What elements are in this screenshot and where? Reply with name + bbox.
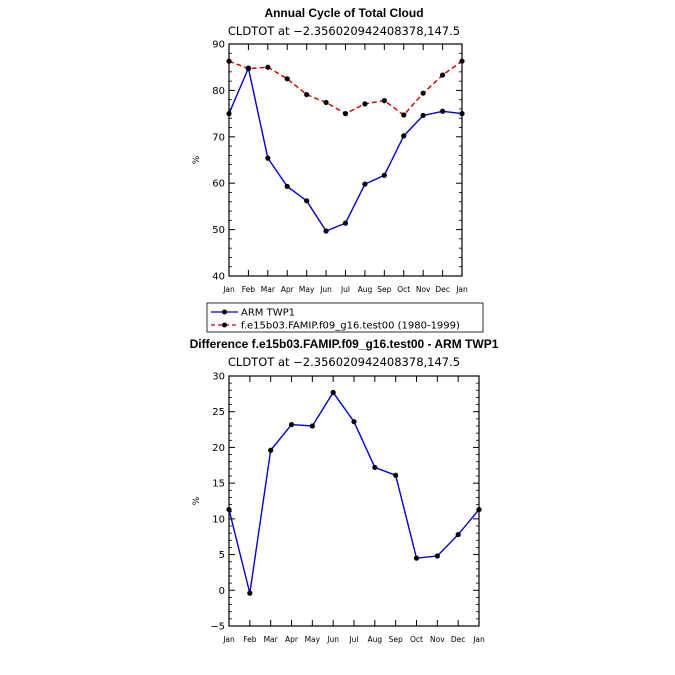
top-chart-series-1-point xyxy=(459,58,465,64)
bottom-chart-xtick-label: Mar xyxy=(264,635,279,644)
top-chart-xtick-label: Oct xyxy=(397,285,410,294)
bottom-chart-series-0-point xyxy=(455,531,461,538)
legend-label-arm: ARM TWP1 xyxy=(241,308,295,319)
top-chart-series-0-point xyxy=(401,133,407,139)
top-chart-series-0-point xyxy=(381,172,387,178)
bottom-chart-ytick-label: 10 xyxy=(212,514,225,525)
top-chart-series-1-point xyxy=(304,91,310,98)
top-chart-series-1-point xyxy=(401,112,407,118)
bottom-chart-series-0-point xyxy=(288,421,295,428)
bottom-chart-xtick-label: Nov xyxy=(430,635,445,644)
top-chart-series-1-point xyxy=(381,98,387,104)
top-chart-series-0-point xyxy=(362,181,368,187)
bottom-chart-xtick-label: Jan xyxy=(472,635,485,644)
bottom-chart-xtick-label: Dec xyxy=(451,635,466,644)
legend-marker-arm xyxy=(222,309,227,315)
bottom-chart-xtick-label: Jul xyxy=(348,635,358,644)
top-chart-ytick-label: 60 xyxy=(212,179,225,190)
bottom-chart-xtick-label: Aug xyxy=(368,635,383,644)
top-chart-series-1-point xyxy=(284,76,290,82)
top-chart-xtick-label: Jan xyxy=(222,285,235,294)
top-chart-series-0-point xyxy=(226,111,232,117)
top-chart-ytick-label: 70 xyxy=(212,132,225,143)
top-chart-series-line-1 xyxy=(228,60,463,116)
legend-label-model: f.e15b03.FAMIP.f09_g16.test00 (1980-1999… xyxy=(241,321,460,332)
top-chart-title: Annual Cycle of Total Cloud xyxy=(264,6,423,20)
top-chart-ylabel: % xyxy=(192,155,202,164)
top-chart-ytick-label: 40 xyxy=(212,272,225,283)
bottom-chart-title: Difference f.e15b03.FAMIP.f09_g16.test00… xyxy=(190,337,499,351)
bottom-chart-ytick-label: 30 xyxy=(212,372,225,383)
top-chart-series-0-point xyxy=(439,108,446,114)
top-chart-xtick-label: Jun xyxy=(319,285,332,294)
top-chart-xtick-label: Sep xyxy=(377,285,391,294)
bottom-chart-ytick-label: 5 xyxy=(219,550,225,561)
legend: ARM TWP1 f.e15b03.FAMIP.f09_g16.test00 (… xyxy=(206,302,484,333)
bottom-chart-series-0-point xyxy=(268,447,274,453)
top-chart-xtick-label: Feb xyxy=(242,285,256,294)
bottom-chart-series-0-point xyxy=(393,472,399,478)
top-chart-series-1-point xyxy=(323,99,329,106)
bottom-chart-series-0-point xyxy=(413,555,420,561)
legend-marker-model xyxy=(222,322,227,328)
top-chart-series-0-point xyxy=(265,155,271,161)
top-chart-subtitle: CLDTOT at −2.356020942408378,147.5 xyxy=(228,24,460,38)
bottom-chart-xtick-label: Sep xyxy=(389,635,403,644)
top-chart-frame xyxy=(228,43,463,277)
top-chart-series-1-point xyxy=(362,101,368,107)
bottom-chart-ytick-label: 25 xyxy=(212,407,225,418)
legend-box xyxy=(206,302,484,333)
top-chart-series-0-point xyxy=(304,198,310,204)
top-chart-xtick-label: Aug xyxy=(358,285,373,294)
top-chart-ytick-label: 90 xyxy=(212,40,225,51)
top-chart-series-line-0 xyxy=(228,65,463,232)
top-chart-xtick-label: Dec xyxy=(435,285,450,294)
top-chart-series-0-point xyxy=(284,183,290,190)
top-plot-area: 40 50 60 70 80 90 Jan Feb Mar Apr May Jun Jul Aug Sep O… xyxy=(192,40,468,295)
top-chart-series-1-point xyxy=(265,64,271,70)
top-chart-xtick-label: Jul xyxy=(340,285,350,294)
top-chart-series-1-point xyxy=(420,90,426,96)
bottom-chart-frame xyxy=(228,375,480,627)
top-chart-series-0-point xyxy=(342,220,349,226)
bottom-chart-series-0-point xyxy=(351,419,357,425)
bottom-chart-series-0-point xyxy=(372,464,378,471)
bottom-chart-ylabel: % xyxy=(192,496,202,505)
top-chart-series-1-point xyxy=(342,111,349,117)
top-chart-series-0-point xyxy=(459,111,465,117)
bottom-chart-xtick-label: Jan xyxy=(222,635,235,644)
bottom-chart-xtick-label: Oct xyxy=(410,635,423,644)
bottom-chart-xtick-label: Feb xyxy=(243,635,257,644)
top-chart-xtick-label: Apr xyxy=(281,285,295,294)
bottom-chart-ytick-label: 0 xyxy=(219,586,225,597)
top-chart-ytick-label: 80 xyxy=(212,86,225,97)
bottom-chart-series-0-point xyxy=(434,553,440,559)
bottom-chart-series-0-point xyxy=(309,423,315,429)
bottom-chart-series-0-point xyxy=(476,506,482,513)
bottom-chart-ytick-label: −5 xyxy=(210,622,225,633)
bottom-chart-ytick-label: 15 xyxy=(212,479,225,490)
top-chart-series-0-point xyxy=(323,228,329,234)
bottom-chart-xtick-label: May xyxy=(305,635,321,644)
bottom-chart-xtick-label: Jun xyxy=(326,635,339,644)
bottom-plot-area: −5 0 5 10 15 20 25 30 Jan Feb Mar Apr May Jun Jul Aug Se… xyxy=(192,372,485,645)
top-chart-xtick-label: Jan xyxy=(455,285,468,294)
bottom-chart-subtitle: CLDTOT at −2.356020942408378,147.5 xyxy=(228,355,460,369)
top-chart-xtick-label: Mar xyxy=(261,285,276,294)
top-chart-series-0-point xyxy=(420,112,426,119)
top-chart-series-1-point xyxy=(439,72,446,78)
bottom-chart-series-0-point xyxy=(226,506,232,513)
top-chart-xtick-label: May xyxy=(299,285,315,294)
bottom-chart-series-0-point xyxy=(330,389,336,396)
top-chart-series-0-point xyxy=(245,65,252,71)
bottom-chart-xtick-label: Apr xyxy=(285,635,299,644)
top-chart-series-1-point xyxy=(226,58,232,64)
bottom-chart-ytick-label: 20 xyxy=(212,443,225,454)
top-chart-ytick-label: 50 xyxy=(212,225,225,236)
top-chart-xtick-label: Nov xyxy=(416,285,431,294)
bottom-chart-series-0-point xyxy=(247,590,253,596)
